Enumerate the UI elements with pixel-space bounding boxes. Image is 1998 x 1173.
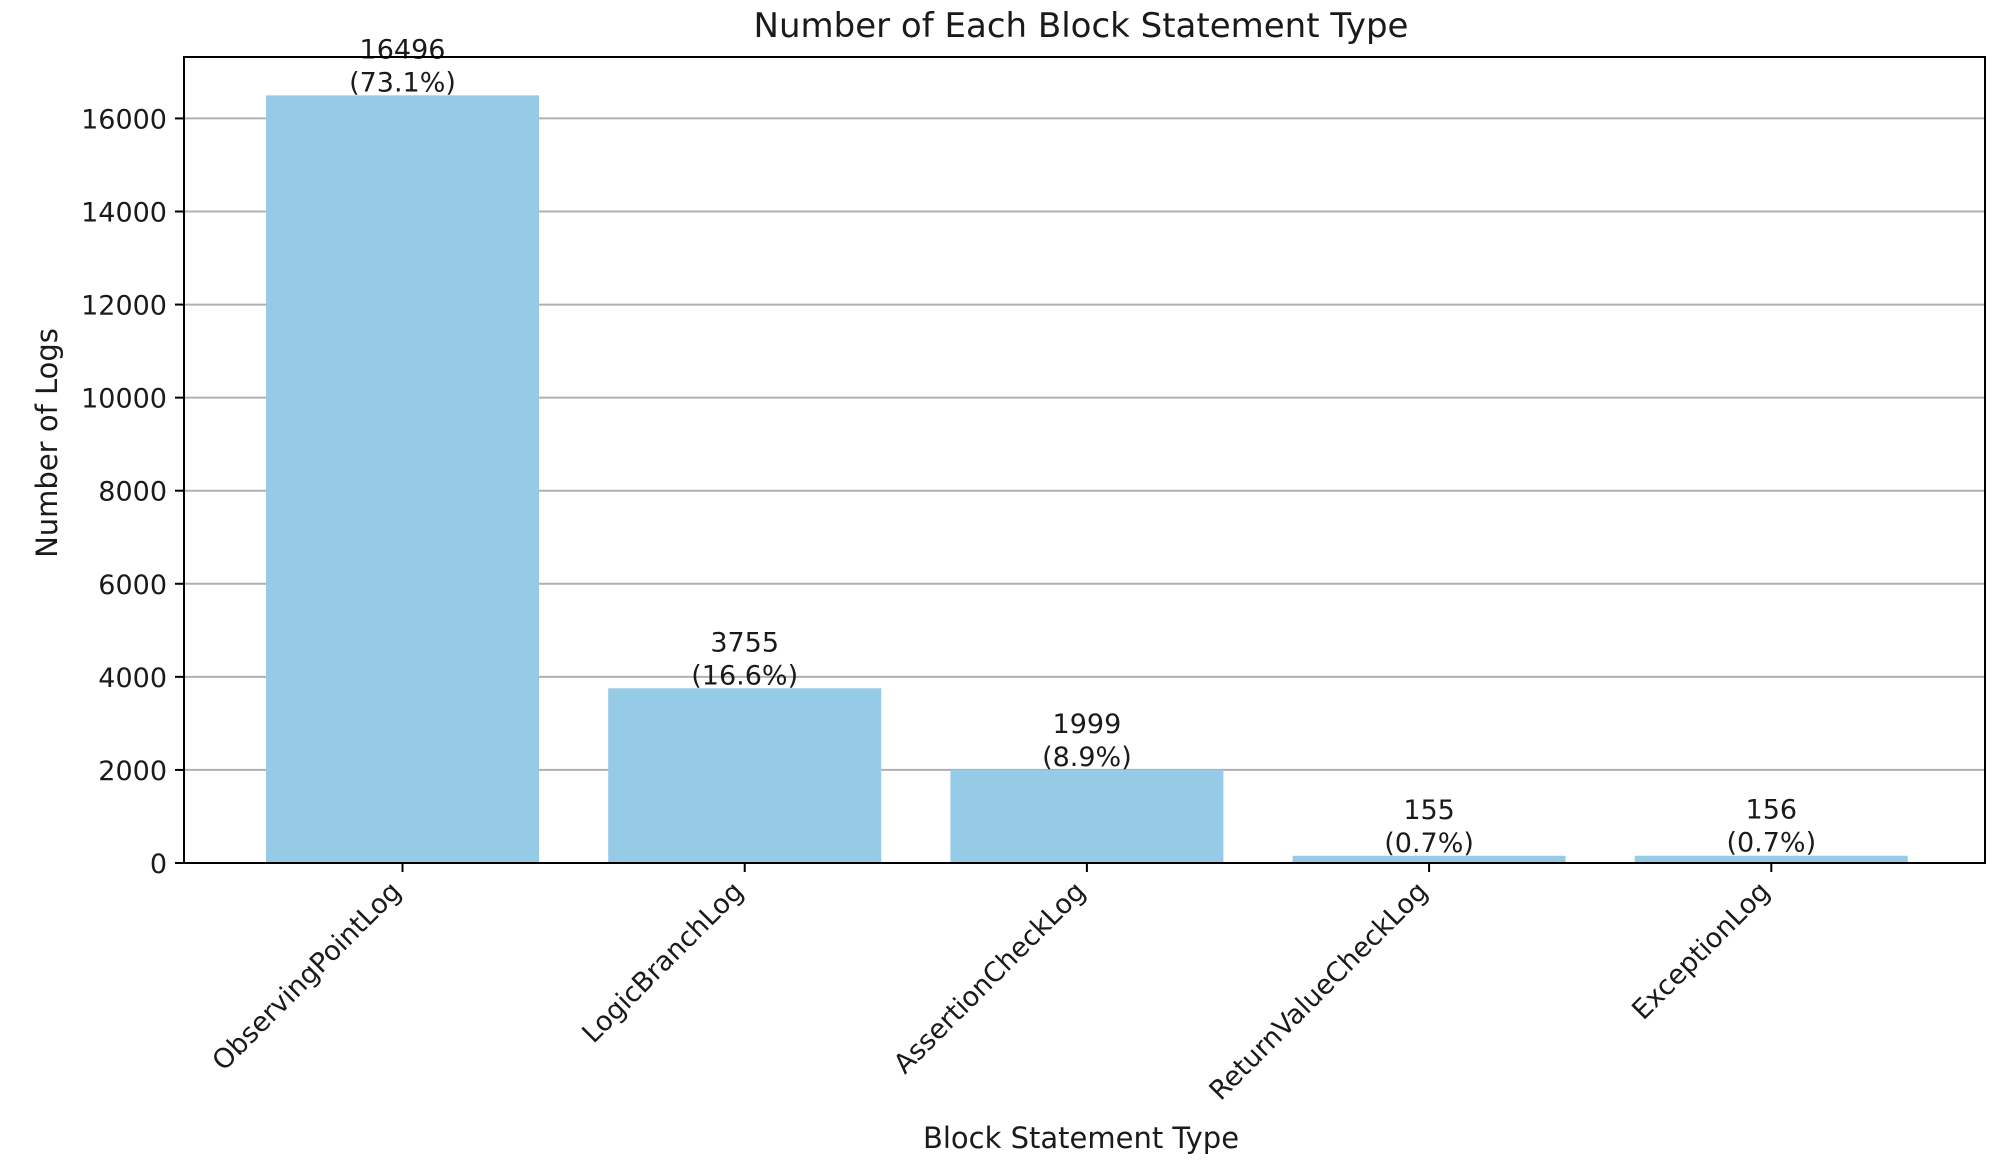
x-axis-label: Block Statement Type	[923, 1121, 1239, 1155]
chart-title: Number of Each Block Statement Type	[754, 6, 1409, 46]
x-tick-label: ObservingPointLog	[207, 876, 408, 1077]
percent-label: (8.9%)	[1042, 742, 1132, 773]
value-label: 3755	[710, 627, 779, 658]
y-tick-label: 14000	[81, 197, 167, 228]
plot-frame	[183, 56, 1986, 864]
percent-label: (73.1%)	[349, 67, 456, 98]
y-tick-label: 12000	[81, 291, 167, 322]
y-tick-label: 16000	[81, 104, 167, 135]
value-label: 16496	[360, 34, 446, 65]
y-tick-label: 0	[150, 849, 167, 880]
bar	[950, 769, 1224, 863]
x-tick-label: ReturnValueCheckLog	[1204, 876, 1435, 1107]
bar	[266, 95, 539, 863]
percent-label: (0.7%)	[1384, 828, 1474, 859]
x-tick-label: AssertionCheckLog	[888, 876, 1092, 1080]
y-tick-label: 10000	[81, 384, 167, 415]
x-axis: ObservingPointLog LogicBranchLog Assertion…	[207, 863, 1776, 1107]
bar	[1292, 855, 1566, 863]
percent-label: (16.6%)	[691, 660, 798, 691]
bar	[1634, 855, 1908, 863]
x-tick-label: ExceptionLog	[1626, 876, 1776, 1026]
bar	[608, 688, 882, 863]
y-axis-label: Number of Logs	[30, 328, 64, 558]
data-labels: 16496(73.1%)3755(16.6%)1999(8.9%)155(0.7…	[349, 34, 1816, 858]
x-tick-label: LogicBranchLog	[576, 876, 749, 1049]
y-tick-label: 2000	[98, 756, 167, 787]
percent-label: (0.7%)	[1726, 828, 1816, 859]
y-tick-label: 4000	[98, 663, 167, 694]
value-label: 156	[1746, 795, 1798, 826]
y-tick-label: 8000	[98, 477, 167, 508]
y-axis: 0 2000 4000 6000 8000 10000 12000 14000 16000	[81, 104, 184, 880]
bars	[266, 95, 1908, 863]
value-label: 155	[1403, 795, 1455, 826]
value-label: 1999	[1053, 709, 1122, 740]
y-tick-label: 6000	[98, 570, 167, 601]
